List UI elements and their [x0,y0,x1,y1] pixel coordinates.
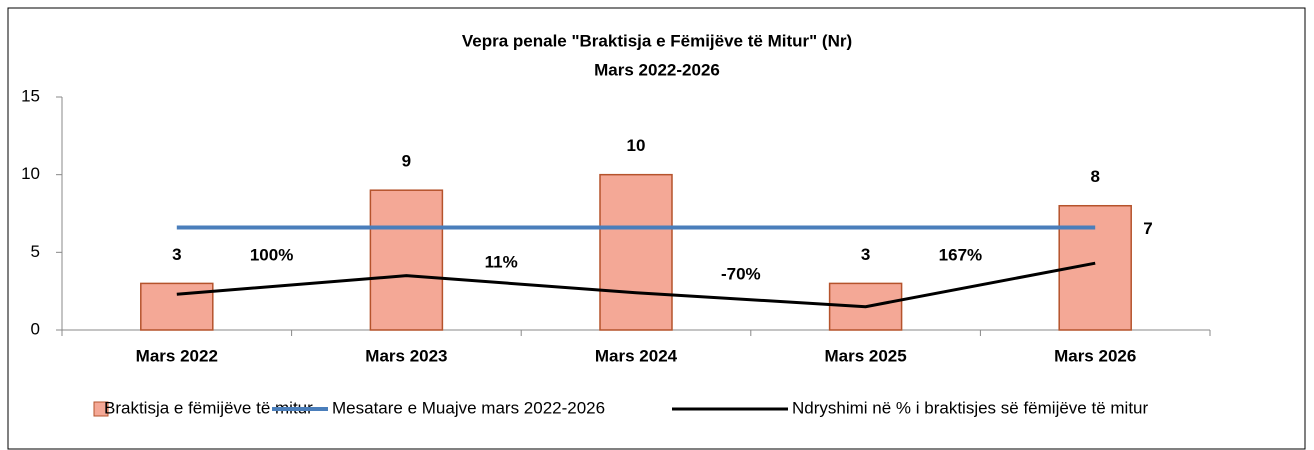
bar [599,173,673,331]
x-tick-label: Mars 2026 [1054,346,1136,365]
annotation: 100% [250,245,293,264]
line-series [176,261,1096,309]
y-tick-label: 5 [31,242,40,261]
legend-label: Mesatare e Muajve mars 2022-2026 [332,398,605,417]
line-value-label: 7 [1143,219,1152,238]
legend-label: Braktisja e fëmijëve të mitur [104,398,313,417]
y-tick-label: 15 [21,86,40,105]
x-tick-label: Mars 2025 [824,346,906,365]
y-tick-label: 10 [21,164,40,183]
bar [140,282,214,331]
y-tick-label: 0 [31,319,40,338]
legend-label: Ndryshimi në % i braktisjes së fëmijëve … [792,398,1149,417]
chart-subtitle: Mars 2022-2026 [594,60,720,79]
bar-value-label: 3 [861,245,870,264]
x-tick-label: Mars 2024 [595,346,678,365]
x-tick-label: Mars 2022 [136,346,218,365]
bar [369,189,444,331]
bar-value-label: 3 [172,245,181,264]
bar-value-label: 10 [627,136,646,155]
chart-title: Vepra penale "Braktisja e Fëmijëve të Mi… [462,31,852,50]
annotation: 167% [939,245,982,264]
legend-swatch [93,401,109,417]
bar-value-label: 9 [402,152,411,171]
x-tick-label: Mars 2023 [365,346,447,365]
annotation: 11% [485,252,518,271]
bar-value-label: 8 [1090,167,1099,186]
annotation: -70% [721,264,761,283]
